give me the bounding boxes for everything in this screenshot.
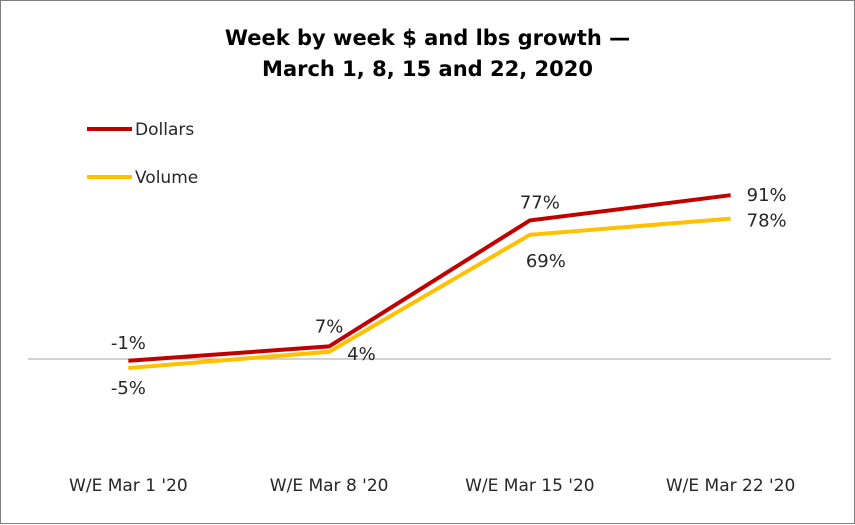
legend-label: Volume — [135, 168, 198, 188]
data-label: 4% — [347, 344, 376, 365]
x-tick-label: W/E Mar 8 '20 — [270, 476, 389, 496]
data-label: 7% — [315, 316, 344, 337]
data-label: 69% — [526, 251, 566, 272]
data-label: -1% — [111, 333, 146, 354]
data-label: -5% — [111, 378, 146, 399]
data-label: 77% — [520, 192, 560, 213]
chart-title-line-1: Week by week $ and lbs growth — — [224, 26, 631, 50]
data-label: 91% — [747, 185, 787, 206]
legend-label: Dollars — [135, 120, 194, 140]
chart-title-line-2: March 1, 8, 15 and 22, 2020 — [262, 57, 593, 81]
chart-title: Week by week $ and lbs growth — March 1,… — [1, 23, 854, 85]
x-tick-label: W/E Mar 1 '20 — [69, 476, 188, 496]
series-line-volume — [128, 216, 731, 370]
series-line-dollars — [128, 193, 731, 363]
data-label: 78% — [747, 211, 787, 232]
x-tick-label: W/E Mar 22 '20 — [666, 476, 796, 496]
x-tick-label: W/E Mar 15 '20 — [465, 476, 595, 496]
